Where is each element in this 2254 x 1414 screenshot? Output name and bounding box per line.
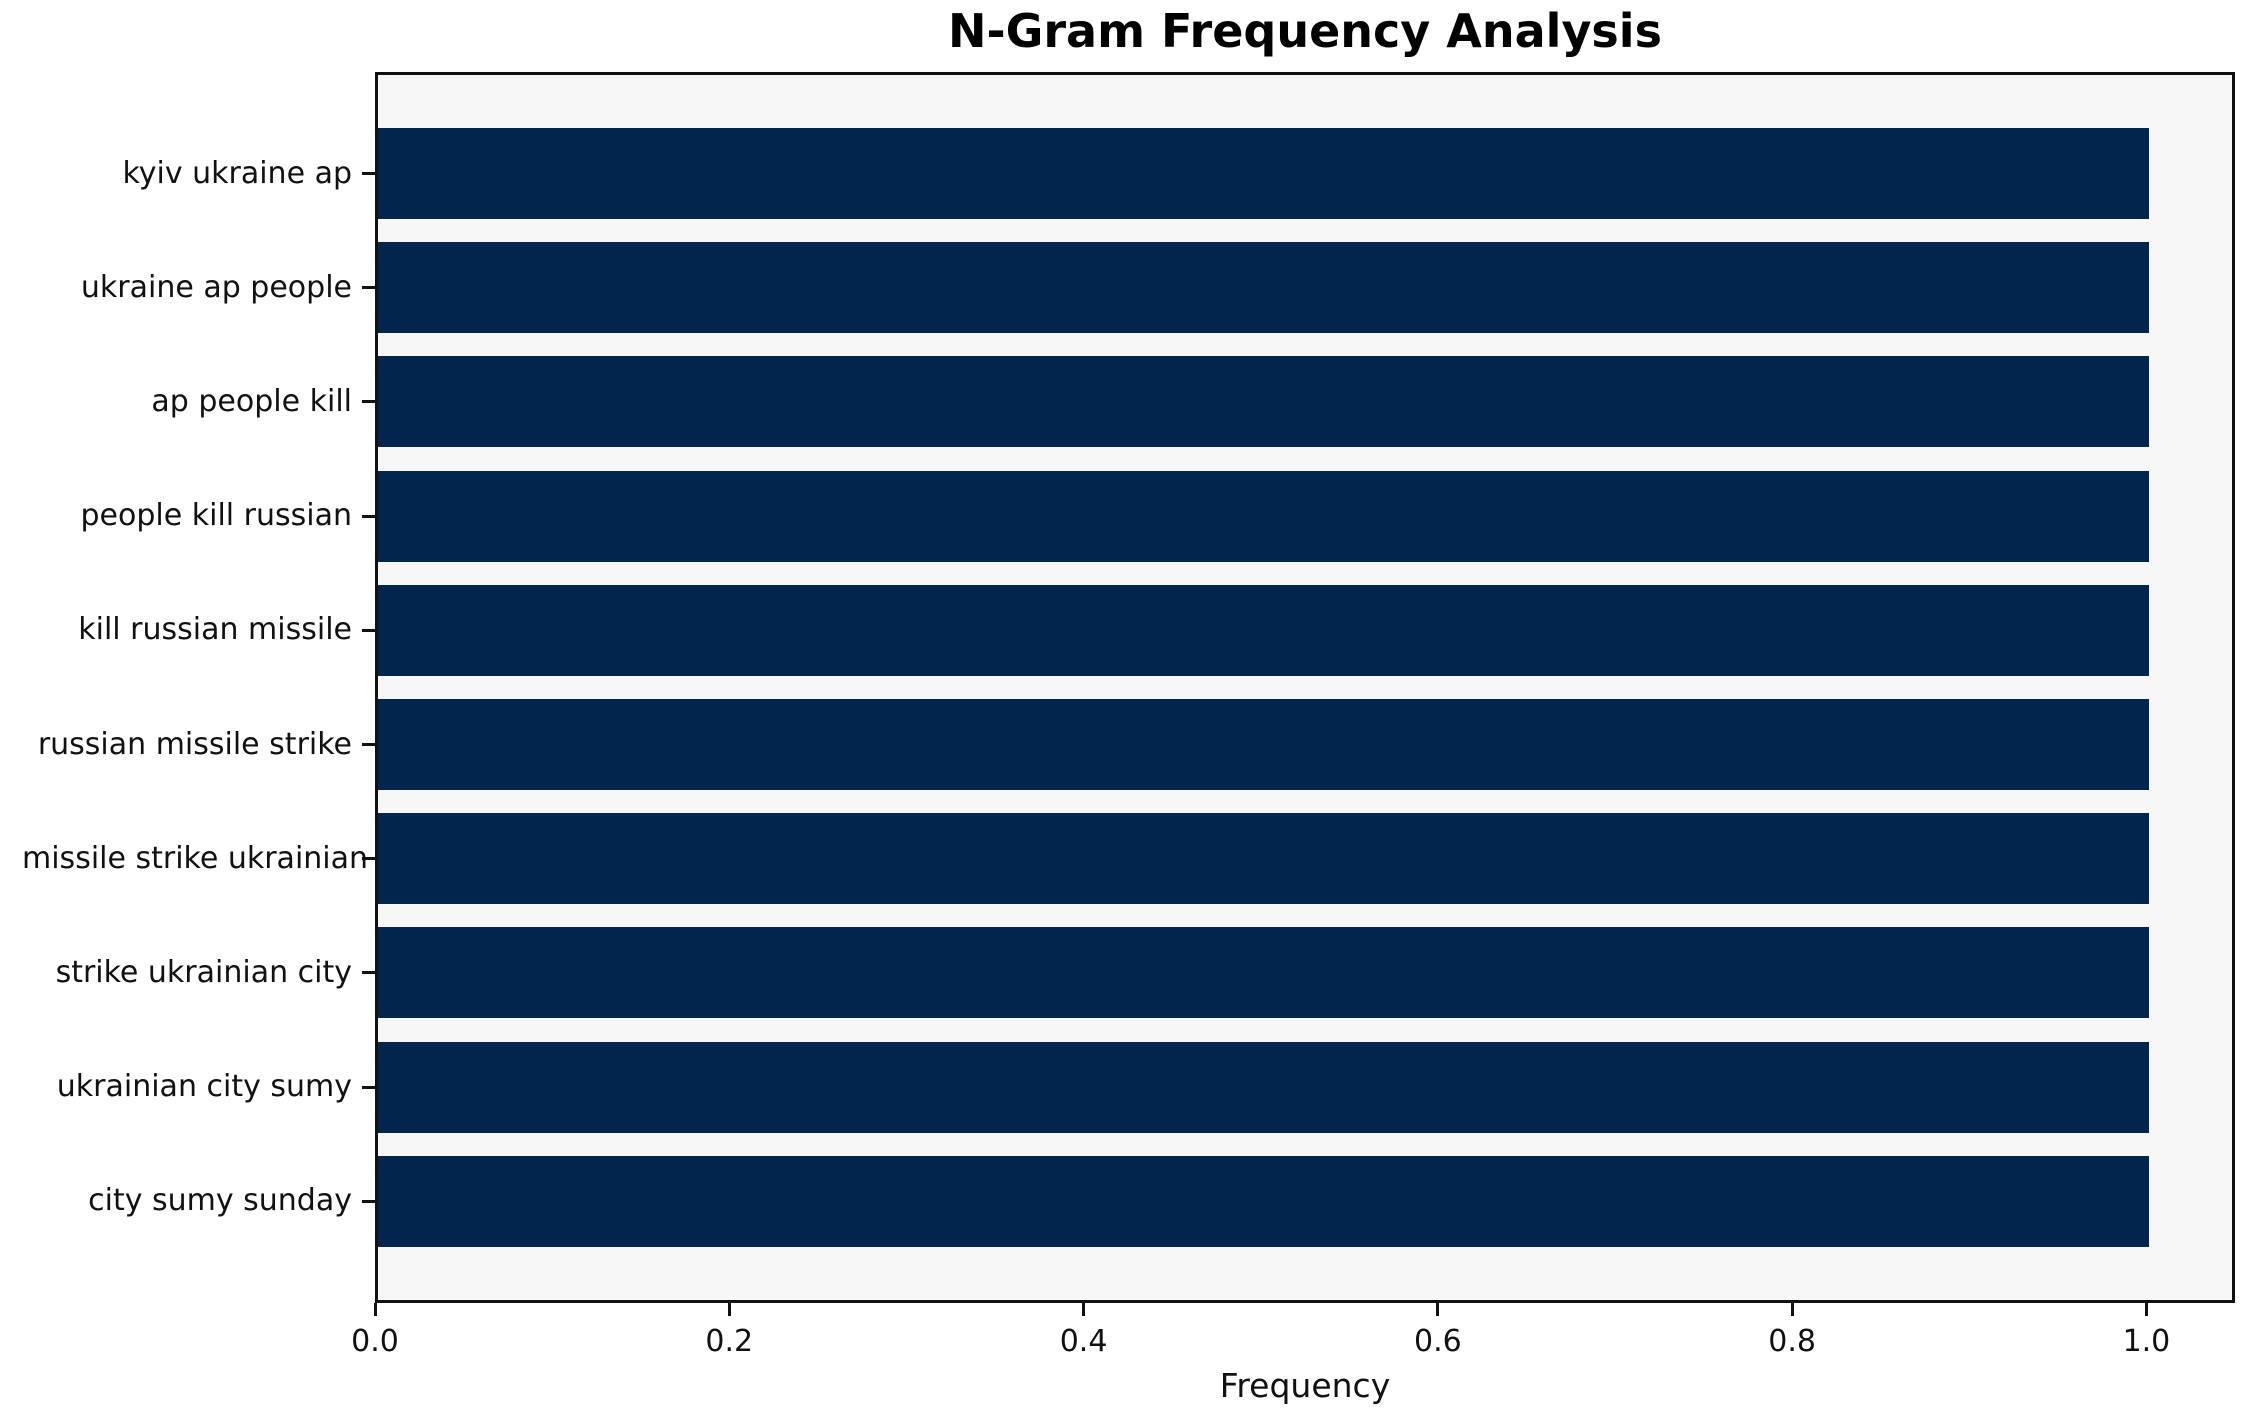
bar bbox=[378, 242, 2149, 334]
y-axis-label: kill russian missile bbox=[78, 612, 352, 648]
bar bbox=[378, 1155, 2149, 1247]
bar bbox=[378, 584, 2149, 676]
x-tick-label: 0.0 bbox=[351, 1324, 399, 1359]
bar bbox=[378, 128, 2149, 219]
x-tick-label: 0.6 bbox=[1413, 1324, 1462, 1359]
y-axis-label: city sumy sunday bbox=[88, 1183, 352, 1219]
y-tick bbox=[362, 172, 375, 175]
bar bbox=[378, 470, 2149, 562]
y-axis-label: ukrainian city sumy bbox=[56, 1069, 352, 1105]
y-tick bbox=[362, 286, 375, 290]
x-tick-label: 0.2 bbox=[705, 1324, 754, 1359]
bar bbox=[378, 813, 2149, 905]
x-tick bbox=[1436, 1303, 1440, 1316]
y-tick bbox=[362, 743, 375, 746]
plot-area bbox=[375, 72, 2235, 1303]
y-tick bbox=[362, 628, 375, 632]
chart-title: N-Gram Frequency Analysis bbox=[948, 4, 1662, 58]
x-tick bbox=[727, 1303, 731, 1316]
bar bbox=[378, 699, 2149, 790]
y-tick bbox=[362, 971, 375, 975]
bar bbox=[378, 356, 2149, 448]
y-axis-label: ukraine ap people bbox=[80, 269, 352, 305]
y-axis-label: ap people kill bbox=[151, 383, 352, 419]
y-tick bbox=[362, 1199, 375, 1203]
y-axis-label: missile strike ukrainian bbox=[22, 840, 369, 876]
y-axis-label: russian missile strike bbox=[37, 726, 352, 762]
x-axis-title: Frequency bbox=[1219, 1366, 1391, 1405]
x-tick bbox=[1790, 1303, 1794, 1316]
y-tick bbox=[362, 1085, 375, 1089]
y-axis-label: kyiv ukraine ap bbox=[122, 155, 352, 191]
y-tick bbox=[362, 400, 375, 404]
bar bbox=[378, 1041, 2149, 1133]
x-tick-label: 0.8 bbox=[1768, 1324, 1816, 1359]
bar bbox=[378, 927, 2149, 1019]
x-tick bbox=[2144, 1303, 2148, 1316]
x-tick-label: 1.0 bbox=[2122, 1324, 2171, 1359]
y-tick bbox=[362, 514, 375, 518]
y-axis-label: strike ukrainian city bbox=[55, 954, 352, 990]
y-tick bbox=[362, 857, 375, 861]
x-tick-label: 0.4 bbox=[1059, 1324, 1108, 1359]
x-tick bbox=[373, 1303, 377, 1316]
x-tick bbox=[1082, 1303, 1086, 1316]
y-axis-label: people kill russian bbox=[80, 498, 352, 534]
